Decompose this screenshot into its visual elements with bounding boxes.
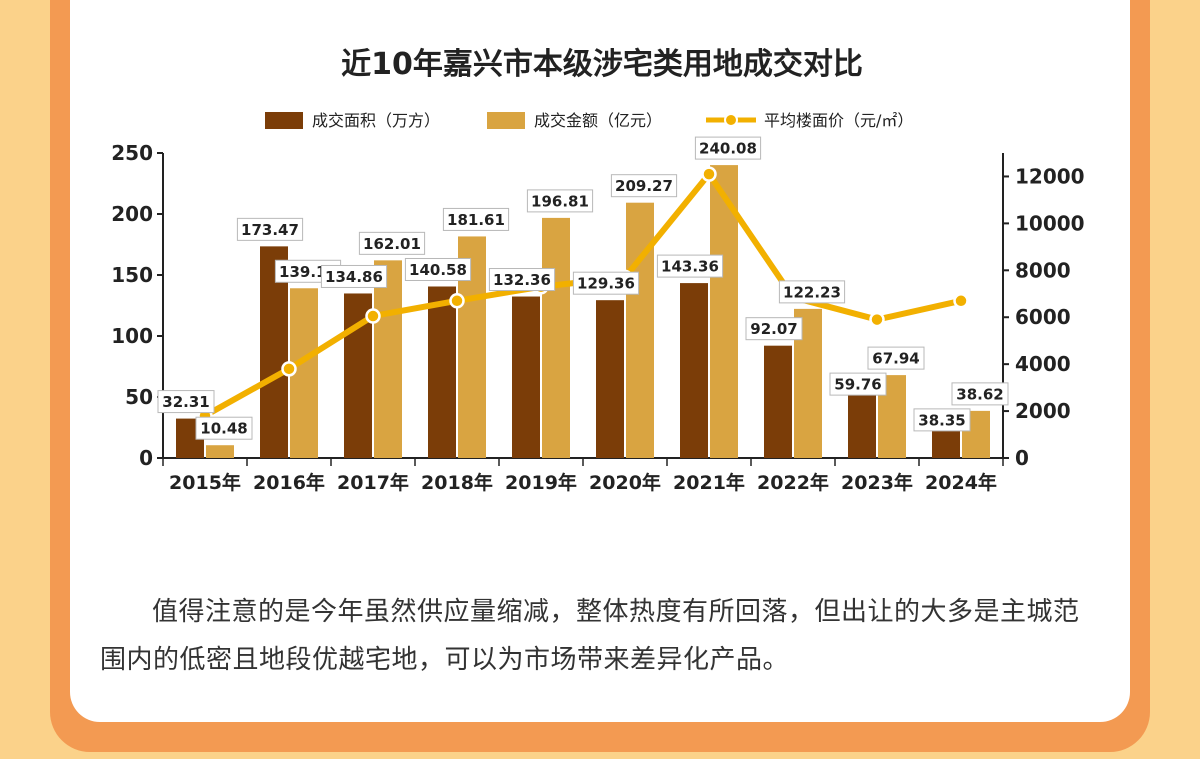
x-tick-label: 2023年: [841, 471, 913, 494]
x-tick-label: 2019年: [505, 471, 577, 494]
label-amount: 38.62: [956, 385, 1003, 403]
x-tick-label: 2022年: [757, 471, 829, 494]
label-amount: 240.08: [699, 140, 757, 158]
price-marker: [869, 311, 885, 328]
left-tick-label: 200: [111, 202, 153, 226]
x-tick-label: 2020年: [589, 471, 661, 494]
label-amount-box: [195, 416, 253, 440]
label-amount-box: [358, 231, 426, 255]
right-tick-label: 4000: [1015, 352, 1071, 376]
right-tick-label: 2000: [1015, 399, 1071, 423]
bar-area: [764, 345, 792, 458]
label-area: 140.58: [409, 261, 467, 279]
right-tick-label: 12000: [1015, 164, 1085, 188]
label-area: 59.76: [834, 376, 881, 394]
left-tick-label: 150: [111, 263, 153, 287]
legend: 成交面积（万方） 成交金额（亿元） 平均楼面价（元/㎡）: [265, 111, 913, 130]
label-area: 134.86: [325, 268, 383, 286]
price-marker: [365, 308, 381, 324]
x-tick-label: 2024年: [925, 471, 997, 494]
legend-label-amount: 成交金额（亿元）: [534, 111, 662, 130]
bars: [176, 165, 990, 458]
chart: 近10年嘉兴市本级涉宅类用地成交对比 成交面积（万方） 成交金额（亿元） 平均楼…: [111, 47, 1084, 494]
label-area: 38.35: [918, 411, 965, 429]
label-amount: 122.23: [783, 283, 841, 301]
label-amount-box: [526, 189, 594, 213]
label-area: 132.36: [493, 271, 551, 289]
label-area-box: [236, 217, 304, 241]
label-area-box: [913, 408, 971, 432]
right-tick-label: 10000: [1015, 211, 1085, 235]
x-tick-label: 2021年: [673, 471, 745, 494]
label-amount-box: [867, 346, 925, 370]
left-tick-label: 250: [111, 141, 153, 165]
x-tick-label: 2016年: [253, 471, 325, 494]
label-area-box: [745, 317, 803, 341]
price-marker: [449, 293, 465, 309]
bar-area: [596, 300, 624, 458]
x-tick-label: 2015年: [169, 471, 241, 494]
label-amount: 209.27: [615, 177, 673, 195]
commentary-paragraph: 值得注意的是今年虽然供应量缩减，整体热度有所回落，但出让的大多是主城范围内的低密…: [100, 597, 1080, 675]
right-tick-label: 8000: [1015, 258, 1071, 282]
label-amount-box: [694, 136, 762, 160]
bar-area: [848, 385, 876, 458]
label-amount-box: [442, 207, 510, 231]
legend-label-price: 平均楼面价（元/㎡）: [764, 111, 913, 130]
label-area: 173.47: [241, 221, 299, 239]
label-area-box: [157, 390, 215, 414]
left-tick-label: 100: [111, 324, 153, 348]
left-tick-label: 50: [125, 385, 153, 409]
label-amount: 10.48: [200, 420, 247, 438]
label-area: 129.36: [577, 275, 635, 293]
bar-amount: [626, 202, 654, 458]
label-area: 32.31: [162, 393, 209, 411]
label-area: 92.07: [750, 320, 797, 338]
label-amount-box: [778, 280, 846, 304]
label-amount: 67.94: [872, 350, 919, 368]
label-area-box: [404, 257, 472, 281]
price-marker: [953, 293, 969, 309]
label-amount: 196.81: [531, 192, 589, 210]
label-area: 143.36: [661, 258, 719, 276]
bar-area: [428, 286, 456, 458]
bar-area: [512, 296, 540, 458]
label-area-box: [488, 268, 556, 292]
label-area-box: [829, 372, 887, 396]
label-amount-box: [610, 174, 678, 198]
label-amount: 162.01: [363, 235, 421, 253]
x-tick-label: 2018年: [421, 471, 493, 494]
data-labels: 32.3110.48173.47139.12134.86162.01140.58…: [157, 136, 1009, 440]
right-tick-label: 6000: [1015, 305, 1071, 329]
label-area-box: [320, 264, 388, 288]
axes: 0 50 100 150 200 250 0 2000 4000 6000 8000 10000 120…: [111, 141, 1084, 494]
label-amount: 181.61: [447, 211, 505, 229]
bar-amount: [206, 445, 234, 458]
chart-title: 近10年嘉兴市本级涉宅类用地成交对比: [341, 47, 863, 82]
label-amount-box: [951, 382, 1009, 406]
bar-amount: [374, 260, 402, 458]
price-marker: [701, 166, 717, 182]
legend-swatch-amount: [487, 112, 525, 129]
x-tick-label: 2017年: [337, 471, 409, 494]
right-tick-label: 0: [1015, 446, 1029, 470]
bar-amount: [542, 217, 570, 458]
label-area-box: [656, 254, 724, 278]
legend-label-area: 成交面积（万方）: [312, 111, 440, 130]
price-marker: [281, 361, 297, 377]
label-area-box: [572, 271, 640, 295]
bar-area: [680, 283, 708, 458]
legend-swatch-area: [265, 112, 303, 129]
left-tick-label: 0: [139, 446, 153, 470]
legend-swatch-price-marker: [724, 113, 738, 127]
